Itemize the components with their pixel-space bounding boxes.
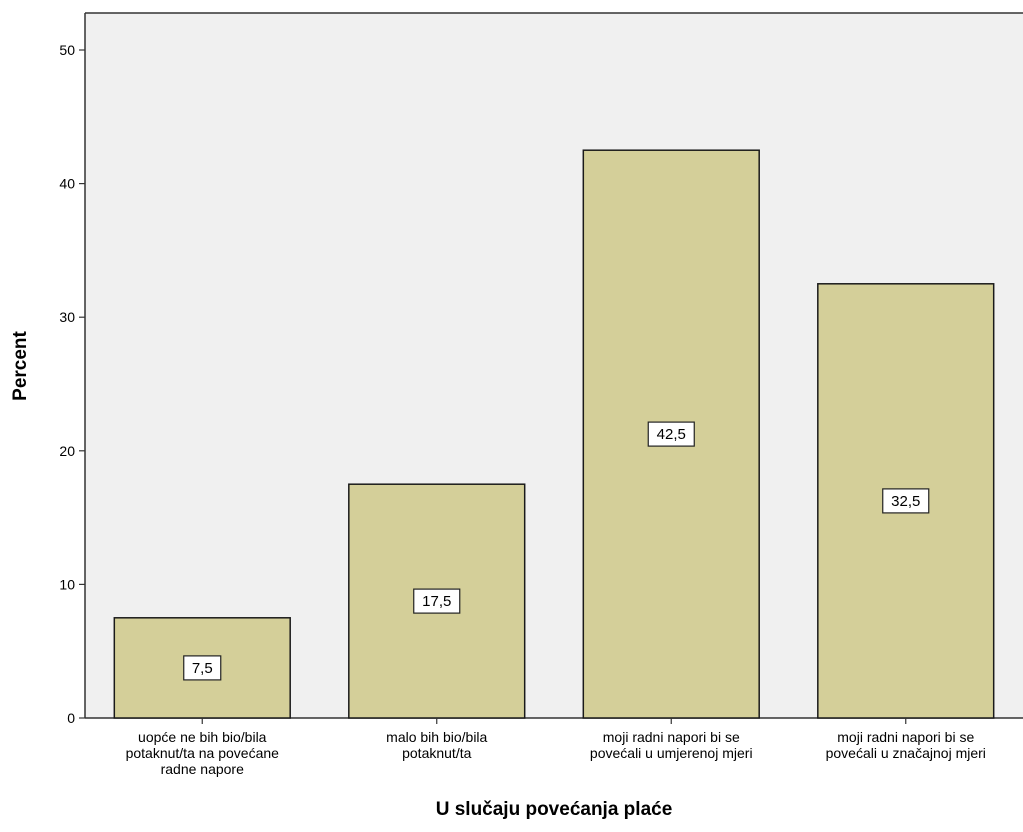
y-tick-label: 20 (59, 443, 75, 459)
y-tick-label: 50 (59, 42, 75, 58)
bar (348, 483, 526, 719)
x-tick-label: uopće ne bih bio/bila potaknut/ta na pove… (126, 729, 280, 777)
x-axis-title: U slučaju povećanja plaće (436, 799, 673, 820)
x-tick-label: moji radni napori bi se povećali u umjere… (590, 729, 753, 761)
y-tick-label: 0 (67, 710, 75, 726)
y-tick-label: 40 (59, 176, 75, 192)
data-label-box (647, 421, 695, 447)
data-label: 42,5 (657, 426, 686, 443)
x-tick-label: malo bih bio/bila potaknut/ta (386, 729, 487, 761)
y-tick-label: 10 (59, 576, 75, 592)
x-tick-label: moji radni napori bi se povećali u značaj… (826, 729, 986, 761)
data-label-box (183, 655, 222, 681)
y-tick-label: 30 (59, 309, 75, 325)
y-axis-title: Percent (10, 330, 31, 400)
data-label: 17,5 (422, 593, 451, 610)
data-label-box (413, 588, 461, 614)
data-label: 32,5 (891, 493, 920, 510)
data-label: 7,5 (192, 660, 213, 677)
data-label-box (882, 488, 930, 514)
